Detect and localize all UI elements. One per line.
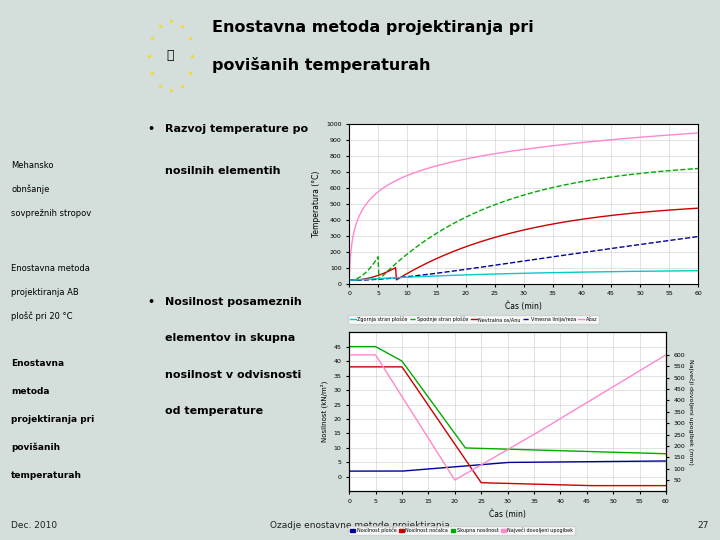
Y-axis label: Nosilnost (kN/m²): Nosilnost (kN/m²)	[320, 381, 328, 442]
Text: metoda: metoda	[12, 387, 50, 396]
Text: obnšanje: obnšanje	[12, 185, 50, 194]
Text: Dec. 2010: Dec. 2010	[11, 521, 57, 530]
Text: 27: 27	[698, 521, 709, 530]
Text: povišanih: povišanih	[12, 443, 60, 453]
Text: elementov in skupna: elementov in skupna	[165, 333, 295, 343]
Text: •: •	[148, 297, 155, 307]
X-axis label: Čas (min): Čas (min)	[505, 302, 542, 311]
Text: Mehansko: Mehansko	[12, 161, 54, 170]
Text: Enostavna metoda projektiranja pri: Enostavna metoda projektiranja pri	[212, 21, 534, 36]
Text: Enostavna: Enostavna	[12, 360, 64, 368]
Text: Ozadje enostavne metode projektiranja: Ozadje enostavne metode projektiranja	[270, 521, 450, 530]
Text: nosilnost v odvisnosti: nosilnost v odvisnosti	[165, 370, 301, 380]
Text: od temperature: od temperature	[165, 406, 263, 416]
Text: povišanih temperaturah: povišanih temperaturah	[212, 57, 431, 73]
Y-axis label: Temperatura (°C): Temperatura (°C)	[312, 171, 320, 237]
Text: projektiranja AB: projektiranja AB	[12, 288, 79, 297]
Text: projektiranja pri: projektiranja pri	[12, 415, 94, 424]
Text: plošč pri 20 °C: plošč pri 20 °C	[12, 312, 73, 321]
Legend: Nosilnost plošče, Nosilnost nočalca, Skupna nosilnost, Največi dovoljeni upogibe: Nosilnost plošče, Nosilnost nočalca, Sku…	[348, 526, 575, 535]
Text: Nosilnost posameznih: Nosilnost posameznih	[165, 297, 302, 307]
Text: 🔥: 🔥	[167, 49, 174, 62]
Text: nosilnih elementih: nosilnih elementih	[165, 165, 280, 176]
Text: Razvoj temperature po: Razvoj temperature po	[165, 124, 308, 134]
Legend: Zgornja stran plošče, Spodnje stran plošče, Nevtralna os/Anu, Vmesna linija/reza: Zgornja stran plošče, Spodnje stran ploš…	[348, 315, 599, 324]
X-axis label: Čas (min): Čas (min)	[489, 510, 526, 519]
Text: sovprežnih stropov: sovprežnih stropov	[12, 208, 91, 218]
Y-axis label: Največji dovoljeni upogibek (mm): Največji dovoljeni upogibek (mm)	[688, 359, 694, 465]
Text: •: •	[148, 124, 155, 134]
Text: temperaturah: temperaturah	[12, 470, 82, 480]
Text: Enostavna metoda: Enostavna metoda	[12, 264, 90, 273]
